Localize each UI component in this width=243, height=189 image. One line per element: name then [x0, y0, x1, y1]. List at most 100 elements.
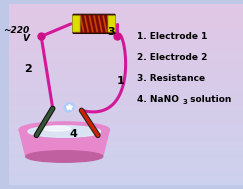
Bar — [9, 130, 243, 131]
Bar — [9, 40, 243, 41]
FancyBboxPatch shape — [72, 16, 80, 32]
Bar — [9, 134, 243, 135]
Bar — [9, 142, 243, 143]
Bar — [9, 97, 243, 98]
Bar — [9, 94, 243, 95]
Bar — [9, 19, 243, 20]
Bar — [9, 170, 243, 171]
Bar — [9, 138, 243, 139]
Bar — [9, 81, 243, 82]
Bar — [9, 16, 243, 17]
Bar — [9, 128, 243, 129]
Bar — [9, 104, 243, 105]
Bar — [9, 17, 243, 18]
Text: 2: 2 — [24, 64, 32, 74]
Bar — [9, 66, 243, 67]
Bar — [9, 33, 243, 34]
Bar — [9, 182, 243, 183]
Bar — [9, 37, 243, 38]
Bar — [9, 7, 243, 8]
Bar — [9, 10, 243, 11]
Bar — [9, 31, 243, 32]
Bar — [9, 6, 243, 7]
Bar — [9, 152, 243, 153]
Bar — [9, 47, 243, 48]
Bar — [9, 146, 243, 147]
Bar — [9, 15, 243, 16]
Bar — [9, 74, 243, 75]
Bar — [9, 98, 243, 99]
Bar — [9, 65, 243, 66]
Ellipse shape — [43, 126, 71, 131]
Ellipse shape — [19, 122, 109, 137]
Bar — [9, 139, 243, 140]
Bar — [9, 30, 243, 31]
Bar — [9, 75, 243, 76]
Text: ~220
V: ~220 V — [3, 26, 30, 43]
Bar — [9, 115, 243, 116]
Bar — [9, 29, 243, 30]
Bar — [9, 119, 243, 120]
Bar — [9, 34, 243, 35]
Bar — [9, 178, 243, 179]
Bar — [9, 169, 243, 170]
Bar — [9, 68, 243, 69]
Bar — [9, 70, 243, 71]
Bar — [9, 50, 243, 51]
Bar — [9, 155, 243, 156]
Bar — [9, 63, 243, 64]
Bar — [9, 51, 243, 52]
Bar — [9, 55, 243, 56]
Bar — [9, 167, 243, 168]
Bar — [9, 14, 243, 15]
Bar — [9, 48, 243, 49]
Bar — [9, 43, 243, 44]
Bar — [9, 86, 243, 87]
Bar — [9, 177, 243, 178]
Bar — [9, 57, 243, 58]
Bar — [9, 45, 243, 46]
Bar — [9, 56, 243, 57]
Bar — [9, 123, 243, 124]
Bar — [9, 13, 243, 14]
Bar — [9, 126, 243, 127]
Bar — [9, 90, 243, 91]
Bar — [9, 166, 243, 167]
Text: solution: solution — [187, 95, 232, 104]
Bar — [9, 135, 243, 136]
Bar — [9, 38, 243, 39]
Bar — [9, 52, 243, 53]
Bar — [9, 64, 243, 65]
Bar — [9, 175, 243, 176]
Bar — [9, 156, 243, 157]
Text: 2. Electrode 2: 2. Electrode 2 — [137, 53, 208, 62]
Bar — [9, 159, 243, 160]
Bar — [9, 103, 243, 104]
Bar — [9, 114, 243, 115]
Ellipse shape — [26, 151, 103, 162]
Bar — [9, 160, 243, 161]
Bar — [9, 23, 243, 24]
Bar — [9, 173, 243, 174]
Bar — [9, 5, 243, 6]
Bar — [9, 92, 243, 93]
Bar — [9, 39, 243, 40]
Bar — [9, 107, 243, 108]
Text: 3. Resistance: 3. Resistance — [137, 74, 205, 83]
Bar — [9, 58, 243, 59]
Bar — [9, 95, 243, 96]
Bar — [9, 77, 243, 78]
Bar — [9, 71, 243, 72]
Bar — [9, 46, 243, 47]
Text: 4: 4 — [70, 129, 78, 139]
Bar — [9, 148, 243, 149]
Bar — [9, 113, 243, 114]
Bar — [9, 32, 243, 33]
Bar — [9, 28, 243, 29]
Bar — [9, 62, 243, 63]
Bar — [9, 127, 243, 128]
Bar — [9, 140, 243, 141]
Bar — [9, 96, 243, 97]
Bar — [9, 101, 243, 102]
Bar — [9, 72, 243, 73]
